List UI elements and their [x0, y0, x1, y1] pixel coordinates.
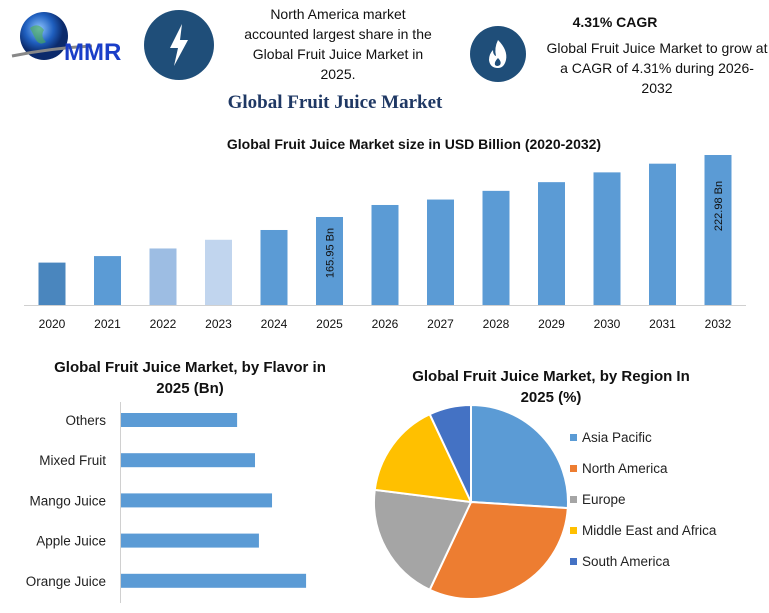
bar-2030 — [593, 172, 621, 305]
legend-label: Asia Pacific — [582, 430, 652, 445]
bar-mixed-fruit — [121, 453, 256, 468]
data-label-2032: 222.98 Bn — [713, 181, 725, 231]
bar-2025 — [316, 216, 343, 305]
bar-2027 — [427, 199, 454, 305]
flame-icon — [470, 26, 526, 82]
flavor-chart-title-line2: 2025 (Bn) — [156, 380, 224, 397]
slice-middle-east-and-africa — [373, 412, 473, 504]
x-tick-2023: 2023 — [205, 317, 232, 331]
mmr-logo: MMR — [8, 10, 138, 70]
legend-swatch — [570, 434, 577, 441]
legend-label: South America — [582, 554, 670, 569]
flavor-chart-title-line1: Global Fruit Juice Market, by Flavor in — [54, 359, 326, 376]
legend-swatch — [570, 465, 577, 472]
category-label: Mixed Fruit — [39, 453, 106, 468]
bar-2022 — [149, 248, 177, 305]
x-tick-2025: 2025 — [316, 317, 343, 331]
flavor-bar-chart: Others Mixed Fruit Mango Juice Apple Juice O… — [26, 402, 307, 603]
bar-2020 — [38, 262, 66, 305]
data-label-2025: 165.95 Bn — [325, 228, 337, 278]
market-size-bar-chart: 2020 2021 2022 2023 2024 2025 165.95 Bn 2026 202… — [24, 155, 746, 331]
slice-europe — [373, 488, 473, 592]
x-tick-2026: 2026 — [372, 317, 399, 331]
region-chart-title-line1: Global Fruit Juice Market, by Region In — [412, 368, 690, 385]
region-pie-chart: Asia Pacific North America Europe Middle Ea… — [373, 403, 717, 600]
bar-2029 — [538, 182, 565, 305]
legend-swatch — [570, 558, 577, 565]
globe-icon: MMR — [11, 12, 121, 66]
slice-south-america — [428, 403, 472, 503]
x-tick-2027: 2027 — [427, 317, 454, 331]
legend-label: Europe — [582, 492, 626, 507]
bar-chart-title: Global Fruit Juice Market size in USD Bi… — [227, 136, 601, 152]
x-tick-2031: 2031 — [649, 317, 676, 331]
bar-2021 — [94, 256, 121, 305]
category-label: Orange Juice — [26, 574, 106, 589]
cagr-title: 4.31% CAGR — [572, 14, 658, 30]
x-tick-2029: 2029 — [538, 317, 565, 331]
x-tick-2022: 2022 — [150, 317, 177, 331]
north-america-info: North America market accounted largest s… — [244, 6, 432, 82]
bar-2023 — [205, 239, 232, 305]
bar-2028 — [482, 190, 510, 305]
x-tick-2030: 2030 — [594, 317, 621, 331]
category-label: Mango Juice — [29, 493, 106, 508]
legend-swatch — [570, 496, 577, 503]
legend-label: Middle East and Africa — [582, 523, 717, 538]
main-title: Global Fruit Juice Market — [227, 92, 443, 113]
legend-swatch — [570, 527, 577, 534]
slice-north-america — [428, 500, 569, 600]
x-tick-2020: 2020 — [39, 317, 66, 331]
region-chart-title-line2: 2025 (%) — [521, 389, 582, 406]
bar-2026 — [371, 204, 399, 305]
bar-orange-juice — [121, 573, 307, 588]
bar-2032 — [704, 155, 732, 305]
legend-label: North America — [582, 461, 668, 476]
category-label: Others — [65, 413, 106, 428]
bar-2031 — [649, 163, 676, 305]
lightning-icon — [144, 10, 214, 80]
x-tick-2024: 2024 — [261, 317, 288, 331]
category-label: Apple Juice — [36, 534, 106, 549]
bar-2024 — [260, 229, 288, 305]
bar-others — [121, 413, 238, 427]
bar-apple-juice — [121, 533, 259, 548]
x-tick-2028: 2028 — [483, 317, 510, 331]
cagr-info: Global Fruit Juice Market to grow at a C… — [546, 40, 768, 96]
bar-mango-juice — [121, 493, 273, 508]
x-tick-2021: 2021 — [94, 317, 121, 331]
slice-asia-pacific — [470, 403, 569, 510]
logo-text: MMR — [64, 39, 121, 66]
x-tick-2032: 2032 — [705, 317, 732, 331]
